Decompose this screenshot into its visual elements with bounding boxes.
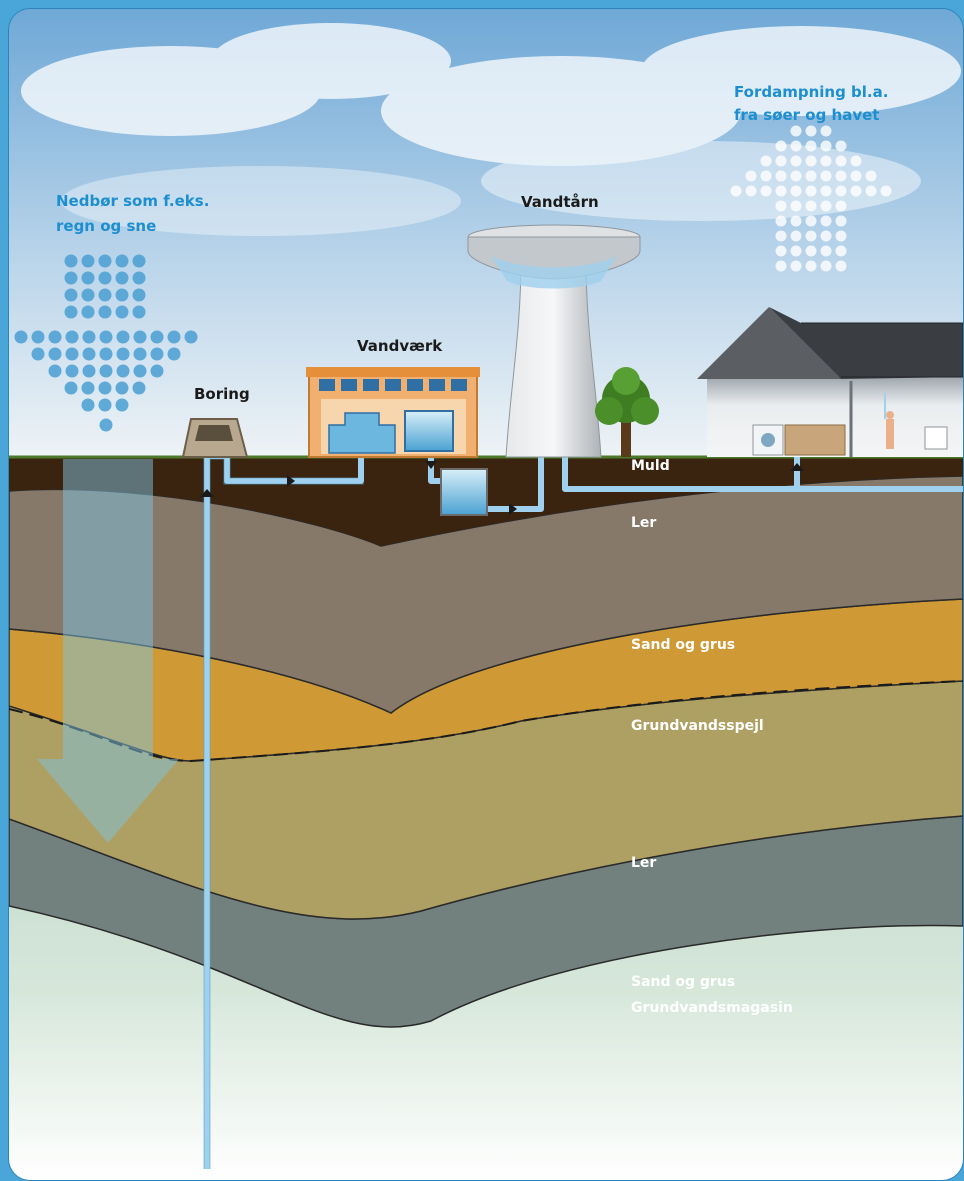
evaporation-label-line1: Fordampning bl.a. (734, 83, 888, 101)
water-tower-label: Vandtårn (521, 193, 599, 211)
flow-arrow-icon (790, 463, 804, 471)
precipitation-arrow-icon (14, 254, 198, 432)
evaporation-label-line2: fra søer og havet (734, 106, 879, 124)
waterworks-building (306, 367, 480, 458)
tree (595, 367, 659, 457)
water-table-label: Grundvandsspejl (631, 718, 764, 734)
precipitation-label-line2: regn og sne (56, 217, 156, 235)
flow-arrow-icon (509, 503, 517, 515)
lower-clay-label: Ler (631, 855, 656, 871)
infiltration-arrow-icon (37, 459, 179, 843)
evaporation-arrow-icon (730, 125, 892, 272)
precipitation-label-line1: Nedbør som f.eks. (56, 192, 209, 210)
underground-tank (440, 468, 488, 516)
borehole-structure (181, 418, 249, 458)
flow-arrow-icon (425, 461, 437, 469)
aquifer-label: Grundvandsmagasin (631, 1000, 793, 1016)
flow-arrow-icon (200, 489, 214, 497)
lower-sand-gravel-label: Sand og grus (631, 974, 735, 990)
upper-clay-layer (9, 475, 963, 714)
topsoil-label: Muld (631, 458, 670, 474)
water-tower (467, 224, 641, 458)
water-cycle-diagram: Nedbør som f.eks. regn og sne Fordampnin… (9, 9, 963, 1180)
waterworks-label: Vandværk (357, 337, 443, 355)
upper-sand-gravel-label: Sand og grus (631, 637, 735, 653)
person-showering (884, 393, 894, 449)
flow-arrow-icon (287, 475, 295, 487)
borehole-label: Boring (194, 385, 250, 403)
labels: Nedbør som f.eks. regn og sne Fordampnin… (56, 83, 888, 1016)
upper-clay-label: Ler (631, 515, 656, 531)
diagram-frame: Nedbør som f.eks. regn og sne Fordampnin… (8, 8, 964, 1181)
house (697, 307, 963, 457)
